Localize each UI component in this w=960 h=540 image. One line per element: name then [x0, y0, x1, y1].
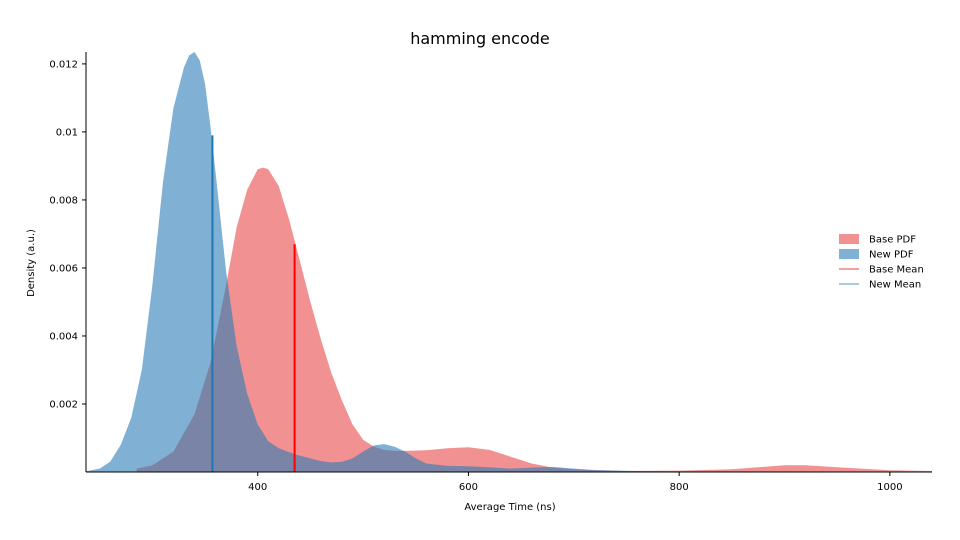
x-tick-label: 600	[459, 482, 478, 493]
x-tick-label: 800	[670, 482, 689, 493]
legend-base-pdf-label: Base PDF	[869, 235, 916, 246]
base-pdf-area	[136, 167, 933, 472]
y-tick-label: 0.008	[49, 195, 78, 206]
x-axis-label: Average Time (ns)	[464, 502, 555, 513]
y-tick-label: 0.01	[56, 127, 78, 138]
new-pdf-area	[86, 52, 932, 472]
y-axis-label: Density (a.u.)	[26, 229, 37, 297]
legend-new-pdf-label: New PDF	[869, 250, 914, 261]
y-tick-label: 0.004	[49, 331, 78, 342]
y-tick-label: 0.002	[49, 399, 78, 410]
axes: 400 600 800 1000 0.002 0.004 0.006 0.008 0.01 0.0…	[49, 52, 932, 493]
y-tick-label: 0.006	[49, 263, 78, 274]
legend-base-mean-label: Base Mean	[869, 265, 924, 276]
x-tick-label: 400	[248, 482, 267, 493]
plot-area	[86, 52, 933, 472]
y-tick-label: 0.012	[49, 59, 78, 70]
legend-new-mean-label: New Mean	[869, 280, 921, 291]
legend: Base PDF New PDF Base Mean New Mean	[839, 234, 924, 291]
x-tick-label: 1000	[877, 482, 902, 493]
legend-base-pdf-swatch	[839, 234, 859, 244]
chart-title: hamming encode	[410, 29, 550, 48]
legend-new-pdf-swatch	[839, 249, 859, 259]
